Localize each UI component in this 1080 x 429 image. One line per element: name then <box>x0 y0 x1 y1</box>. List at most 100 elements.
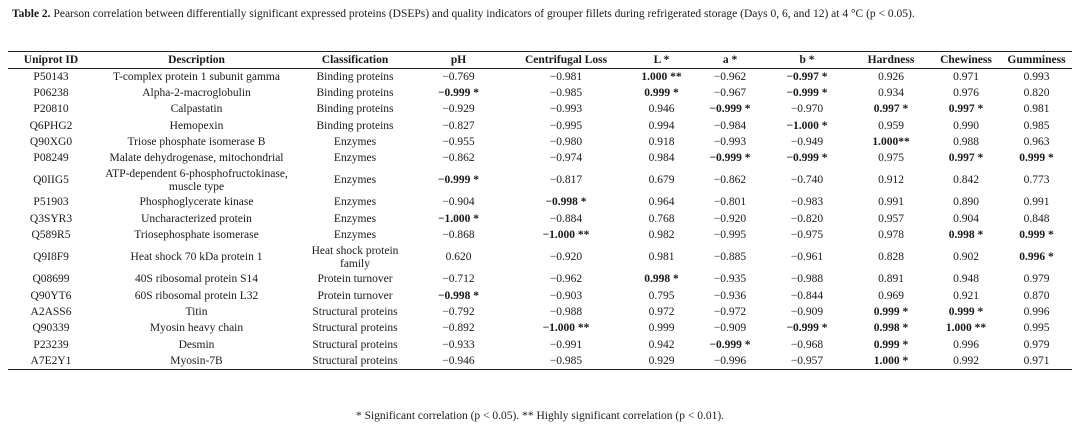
cell-a-star: −0.972 <box>713 305 747 318</box>
cell-b-star: −0.999 * <box>786 322 828 335</box>
cell-centrifugal-loss: −0.974 <box>549 152 583 165</box>
cell-hardness: 0.912 <box>878 174 904 187</box>
cell-a-star: −0.996 <box>697 353 763 371</box>
cell-hardness: 0.991 <box>878 196 904 209</box>
cell-classification: Enzymes <box>333 135 377 148</box>
cell-ph: −0.769 <box>442 70 475 83</box>
header-centrifugal-loss: Centrifugal Loss <box>506 51 626 69</box>
header-ph: pH <box>411 51 506 69</box>
cell-uniprot-id: P51903 <box>33 196 69 209</box>
cell-classification: Protein turnover <box>317 273 393 286</box>
table-row: P51903 Phosphoglycerate kinase Enzymes −0.9… <box>8 195 1072 211</box>
cell-description: Uncharacterized protein <box>141 212 252 225</box>
cell-a-star: −0.995 <box>713 229 747 242</box>
cell-b-star: −0.997 * <box>786 70 828 83</box>
cell-description: Phosphoglycerate kinase <box>139 196 254 209</box>
cell-centrifugal-loss: −0.995 <box>549 119 583 132</box>
cell-chewiness: 1.000 ** <box>945 322 987 335</box>
cell-gumminess: 0.999 * <box>1019 229 1054 242</box>
cell-gumminess: 0.996 * <box>1019 251 1054 264</box>
cell-hardness: 0.975 <box>878 152 904 165</box>
header-l-star: L * <box>626 51 697 69</box>
cell-uniprot-id: P23239 <box>33 338 69 351</box>
cell-ph: −0.933 <box>442 338 475 351</box>
cell-ph: −0.929 <box>442 103 475 116</box>
cell-ph: −0.955 <box>442 135 475 148</box>
cell-classification: Heat shock protein family <box>311 244 399 270</box>
cell-a-star: −0.999 * <box>709 338 751 351</box>
cell-b-star: −1.000 * <box>786 119 828 132</box>
cell-uniprot-id: Q90YT6 <box>30 289 72 302</box>
cell-hardness: 0.998 * <box>873 322 909 335</box>
cell-chewiness: 0.904 <box>953 212 979 225</box>
cell-b-star: −0.961 <box>790 251 824 264</box>
cell-gumminess: 0.773 <box>1023 174 1050 187</box>
cell-l-star: 0.964 <box>648 196 675 209</box>
cell-a-star: −0.999 * <box>709 152 751 165</box>
cell-classification: Protein turnover <box>317 289 393 302</box>
cell-a-star: −0.936 <box>713 289 747 302</box>
cell-a-star: −0.885 <box>713 251 747 264</box>
cell-ph: −1.000 * <box>437 212 480 225</box>
cell-a-star: −0.935 <box>713 273 747 286</box>
cell-gumminess: 0.971 <box>1001 353 1072 371</box>
cell-classification: Enzymes <box>333 152 377 165</box>
cell-centrifugal-loss: −0.991 <box>549 338 583 351</box>
cell-classification: Structural proteins <box>312 305 398 318</box>
cell-centrifugal-loss: −0.985 <box>506 353 626 371</box>
cell-uniprot-id: Q90339 <box>32 322 70 335</box>
table-row: Q9I8F9 Heat shock 70 kDa protein 1 Heat sh… <box>8 244 1072 272</box>
cell-hardness: 0.978 <box>878 229 904 242</box>
table-row: P06238 Alpha-2-macroglobulin Binding prote… <box>8 85 1072 101</box>
cell-uniprot-id: Q08699 <box>32 273 70 286</box>
cell-description: Myosin-7B <box>94 353 299 371</box>
cell-chewiness: 0.890 <box>953 196 979 209</box>
cell-description: Triose phosphate isomerase B <box>127 135 266 148</box>
cell-hardness: 0.999 * <box>873 338 909 351</box>
cell-b-star: −0.740 <box>790 174 824 187</box>
cell-uniprot-id: Q0IIG5 <box>33 174 69 187</box>
cell-centrifugal-loss: −0.985 <box>549 86 583 99</box>
cell-l-star: 0.982 <box>648 229 675 242</box>
header-hardness: Hardness <box>851 51 931 69</box>
cell-l-star: 1.000 ** <box>641 70 682 83</box>
cell-classification: Enzymes <box>333 212 377 225</box>
cell-hardness: 0.969 <box>878 289 904 302</box>
cell-b-star: −0.820 <box>790 212 824 225</box>
cell-a-star: −0.984 <box>713 119 747 132</box>
cell-chewiness: 0.998 * <box>948 229 984 242</box>
cell-description: 40S ribosomal protein S14 <box>135 273 258 286</box>
cell-l-star: 0.795 <box>648 289 675 302</box>
cell-uniprot-id: P08249 <box>33 152 69 165</box>
cell-chewiness: 0.842 <box>953 174 979 187</box>
cell-centrifugal-loss: −0.903 <box>549 289 583 302</box>
cell-b-star: −0.999 * <box>786 152 828 165</box>
cell-l-star: 0.929 <box>626 353 697 371</box>
cell-l-star: 0.679 <box>648 174 675 187</box>
cell-uniprot-id: A7E2Y1 <box>8 353 94 371</box>
cell-chewiness: 0.997 * <box>948 152 984 165</box>
cell-chewiness: 0.902 <box>953 251 979 264</box>
cell-l-star: 0.946 <box>648 103 675 116</box>
cell-uniprot-id: P20810 <box>33 103 69 116</box>
cell-ph: −0.904 <box>442 196 475 209</box>
table-row: Q08699 40S ribosomal protein S14 Protein t… <box>8 272 1072 288</box>
cell-classification: Structural proteins <box>312 338 398 351</box>
header-gumminess: Gumminess <box>1001 51 1072 69</box>
header-chewiness: Chewiness <box>931 51 1001 69</box>
table-row: Q589R5 Triosephosphate isomerase Enzymes −0… <box>8 227 1072 243</box>
cell-chewiness: 0.996 <box>953 338 979 351</box>
cell-gumminess: 0.870 <box>1023 289 1050 302</box>
cell-description: Myosin heavy chain <box>149 322 244 335</box>
cell-hardness: 0.926 <box>878 70 904 83</box>
caption-text: Pearson correlation between differential… <box>50 8 915 20</box>
cell-gumminess: 0.993 <box>1023 70 1050 83</box>
table-footnote: * Significant correlation (p < 0.05). **… <box>355 410 725 422</box>
cell-centrifugal-loss: −0.998 * <box>545 196 587 209</box>
cell-hardness: 0.828 <box>878 251 904 264</box>
cell-hardness: 0.891 <box>878 273 904 286</box>
cell-a-star: −0.999 * <box>709 103 751 116</box>
cell-b-star: −0.983 <box>790 196 824 209</box>
cell-ph: −0.792 <box>442 305 475 318</box>
